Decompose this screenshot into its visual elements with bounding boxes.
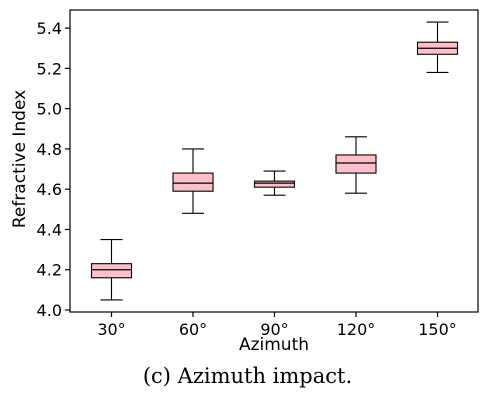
box-iqr xyxy=(335,154,377,174)
y-tick-label: 4.0 xyxy=(37,301,62,320)
x-tick-label: 150° xyxy=(418,320,457,339)
x-tick-label: 60° xyxy=(179,320,207,339)
box-4 xyxy=(335,136,377,194)
figure-caption: (c) Azimuth impact. xyxy=(142,364,353,388)
x-tick-label: 90° xyxy=(260,320,288,339)
y-tick-label: 4.8 xyxy=(37,140,62,159)
x-axis-label: Azimuth xyxy=(239,335,309,355)
y-axis-ticks: 4.0 4.2 4.4 4.6 4.8 5.0 5.2 5.4 xyxy=(37,19,70,320)
box-2 xyxy=(172,148,214,214)
box-series xyxy=(90,21,459,301)
plot-area-frame xyxy=(69,9,479,313)
box-iqr xyxy=(253,180,296,188)
box-iqr xyxy=(90,263,133,279)
y-tick-label: 4.4 xyxy=(37,220,62,239)
box-3 xyxy=(253,170,296,196)
y-tick-label: 4.2 xyxy=(37,261,62,280)
y-tick-label: 4.6 xyxy=(37,180,62,199)
box-iqr xyxy=(172,172,214,192)
x-tick-label: 30° xyxy=(97,320,125,339)
y-tick-label: 5.0 xyxy=(37,100,62,119)
y-axis-label: Refractive Index xyxy=(10,90,30,228)
box-plot-chart: 4.0 4.2 4.4 4.6 4.8 5.0 5.2 5.4 30° 60° 90° 120° 15… xyxy=(10,9,479,355)
x-axis-ticks: 30° 60° 90° 120° 150° xyxy=(97,312,457,339)
box-5 xyxy=(416,21,459,73)
y-tick-label: 5.2 xyxy=(37,59,62,78)
x-tick-label: 120° xyxy=(337,320,376,339)
y-tick-label: 5.4 xyxy=(37,19,62,38)
box-1 xyxy=(90,238,133,301)
